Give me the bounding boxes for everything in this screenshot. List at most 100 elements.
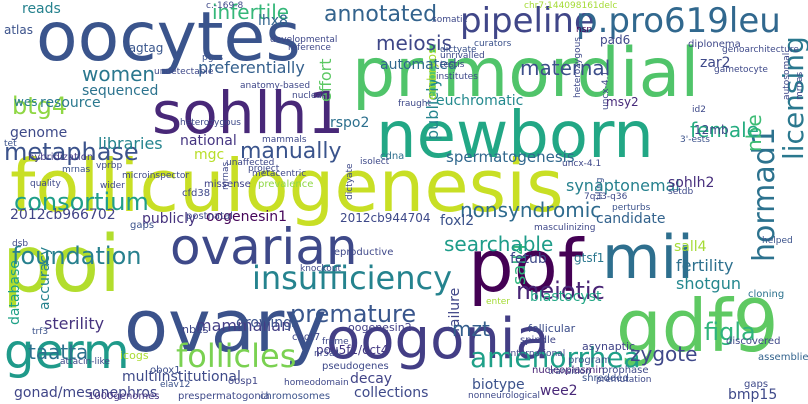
word: mammalian xyxy=(196,316,292,335)
word: dictyate xyxy=(345,163,355,200)
word: oogenesin1 xyxy=(206,209,288,225)
word: shredded xyxy=(582,373,629,384)
word: gdf9 xyxy=(616,284,779,368)
word: isolect xyxy=(360,157,390,167)
word: manually xyxy=(240,139,342,164)
word: project xyxy=(248,164,280,174)
word: figla xyxy=(704,318,756,346)
word: national xyxy=(180,133,237,149)
word: wes xyxy=(14,95,38,109)
word: unrivalled xyxy=(440,51,485,61)
word: cloning xyxy=(748,289,785,300)
word: unaffected xyxy=(226,158,275,168)
word: postnatal xyxy=(186,211,233,222)
word: mrnas xyxy=(62,165,91,175)
word: microinspector xyxy=(122,171,190,181)
word: premutation xyxy=(596,375,652,385)
word: vprbp xyxy=(96,161,123,171)
word: oogenesin2 xyxy=(348,321,412,334)
word: gaps xyxy=(130,220,155,231)
word: reproductive xyxy=(330,247,394,258)
word: gonad/mesonephros xyxy=(14,385,158,401)
word: enter xyxy=(486,297,511,307)
word: poi xyxy=(2,220,121,310)
word: libraries xyxy=(98,134,163,153)
word: collections xyxy=(354,385,429,401)
word: uncx-4.1 xyxy=(562,159,602,169)
word: perturbs xyxy=(612,203,651,213)
word: meiosis xyxy=(376,31,452,55)
word: testis xyxy=(440,60,465,70)
word: institutes xyxy=(436,72,478,82)
word: atlas xyxy=(4,23,33,37)
word: elav12 xyxy=(160,380,191,390)
word: ovarian xyxy=(170,218,358,276)
word: prespermatogonia xyxy=(178,391,270,402)
word: 1000genomes xyxy=(88,391,160,402)
word: masculinizing xyxy=(534,223,596,233)
word: id2 xyxy=(692,105,706,115)
word: nuclear xyxy=(292,91,326,101)
word: sterility xyxy=(44,314,105,333)
word: reads xyxy=(22,1,61,17)
word: p.pro619leu xyxy=(576,1,781,41)
word: candidate xyxy=(596,211,666,227)
word: infertile xyxy=(212,0,290,24)
word: prophase xyxy=(602,365,649,376)
word: attacin-like xyxy=(60,357,110,367)
word: nonneurological xyxy=(468,391,541,401)
word: publicly xyxy=(142,211,197,227)
word: dictyate xyxy=(440,45,477,55)
word: gtsf1 xyxy=(574,251,605,265)
word: pgcs xyxy=(202,53,224,63)
word: international xyxy=(508,349,566,359)
word: setdb xyxy=(668,187,694,197)
word: 2012cb966702 xyxy=(10,207,116,223)
word: 12mb xyxy=(694,123,729,137)
word: 2012cb944704 xyxy=(340,211,431,225)
word: shotgun xyxy=(676,274,741,293)
word: searchable xyxy=(444,232,554,256)
word: follicular xyxy=(528,322,576,335)
word: missense xyxy=(204,179,251,190)
word: prevalence xyxy=(258,179,314,190)
word: 3'-ests xyxy=(680,135,710,145)
word: newborn xyxy=(376,99,654,173)
word: premature xyxy=(290,300,417,328)
word: mrnas xyxy=(795,71,805,100)
word: insufficiency xyxy=(252,259,453,297)
word: cfd38 xyxy=(182,188,211,199)
word: metacentric xyxy=(252,169,307,179)
word: preferentially xyxy=(198,58,305,77)
word: asynaptic xyxy=(582,340,636,353)
word: pad6 xyxy=(600,33,631,47)
word: assemblies xyxy=(758,352,808,363)
word: sall4 xyxy=(674,239,707,255)
word: bmp15 xyxy=(728,387,778,403)
word: blastocyst xyxy=(530,289,602,305)
word: transition xyxy=(548,367,591,377)
word: autosomal xyxy=(782,52,792,100)
word: metaphase xyxy=(4,138,139,166)
word: lhx8 xyxy=(258,13,288,29)
word: wider xyxy=(100,181,125,191)
word: wee2 xyxy=(540,383,578,399)
word: foxl2 xyxy=(440,213,475,229)
word: nucleoplasmin xyxy=(532,365,605,376)
word: consortium xyxy=(14,188,149,216)
word: homeodomain xyxy=(284,378,349,388)
word: 7q33-q36 xyxy=(584,192,628,202)
word: resource xyxy=(40,95,101,111)
word: folliculogenesis xyxy=(10,144,564,228)
word: obox1 xyxy=(150,365,181,376)
word: c.-169-8 xyxy=(206,1,244,11)
word: oosp1 xyxy=(228,376,259,387)
word: btg4 xyxy=(12,92,68,120)
word: tagtag xyxy=(124,41,164,55)
word: curators xyxy=(474,39,512,49)
word: mii xyxy=(602,223,694,293)
word: mgc xyxy=(194,147,225,163)
word: biotype xyxy=(472,377,525,393)
word: sohlh2 xyxy=(668,175,715,191)
